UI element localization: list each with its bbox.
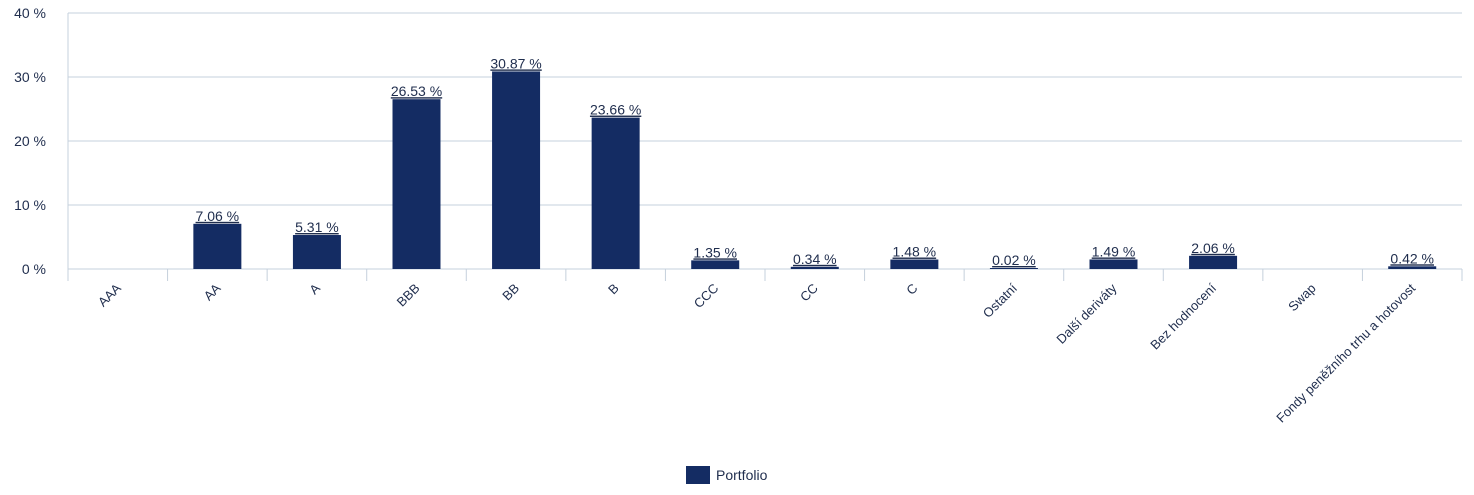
y-tick-label: 20 % xyxy=(14,133,46,149)
data-label: 23.66 % xyxy=(590,102,641,118)
y-tick-label: 10 % xyxy=(14,197,46,213)
data-label: 0.34 % xyxy=(793,251,837,267)
data-label: 1.48 % xyxy=(893,244,937,260)
y-tick-label: 40 % xyxy=(14,5,46,21)
bar xyxy=(193,223,242,269)
data-label: 26.53 % xyxy=(391,83,442,99)
x-tick-label: Bez hodnocení xyxy=(1147,280,1219,352)
bar xyxy=(790,266,839,269)
bar xyxy=(591,117,640,270)
data-label: 2.06 % xyxy=(1191,240,1235,256)
data-label: 1.49 % xyxy=(1092,243,1136,259)
data-label: 30.87 % xyxy=(490,55,541,71)
x-tick-label: BB xyxy=(499,281,522,304)
data-label: 1.35 % xyxy=(693,244,737,260)
x-tick-label: AA xyxy=(201,280,224,303)
x-tick-label: CCC xyxy=(691,281,722,312)
x-tick-label: Swap xyxy=(1285,281,1319,315)
data-label: 5.31 % xyxy=(295,219,339,235)
legend-swatch xyxy=(686,466,710,484)
legend-label: Portfolio xyxy=(716,467,768,483)
bar xyxy=(492,71,541,269)
bar xyxy=(989,268,1038,269)
x-tick-label: A xyxy=(306,280,323,297)
bar xyxy=(1388,266,1437,269)
y-tick-label: 30 % xyxy=(14,69,46,85)
data-label: 0.02 % xyxy=(992,252,1036,268)
data-label: 7.06 % xyxy=(196,208,240,224)
x-tick-label: Další deriváty xyxy=(1053,280,1120,347)
bar xyxy=(292,235,341,269)
bar xyxy=(1189,255,1238,269)
bar xyxy=(392,99,441,269)
x-tick-label: C xyxy=(903,281,920,298)
bar xyxy=(890,259,939,269)
x-tick-label: BBB xyxy=(394,281,423,310)
x-tick-label: Ostatní xyxy=(980,280,1021,321)
x-tick-label: AAA xyxy=(95,280,124,309)
bar xyxy=(1089,259,1138,269)
y-tick-label: 0 % xyxy=(22,261,46,277)
x-tick-label: CC xyxy=(797,281,821,305)
x-tick-label: B xyxy=(605,281,622,298)
bar xyxy=(691,260,740,269)
data-label: 0.42 % xyxy=(1390,250,1434,266)
